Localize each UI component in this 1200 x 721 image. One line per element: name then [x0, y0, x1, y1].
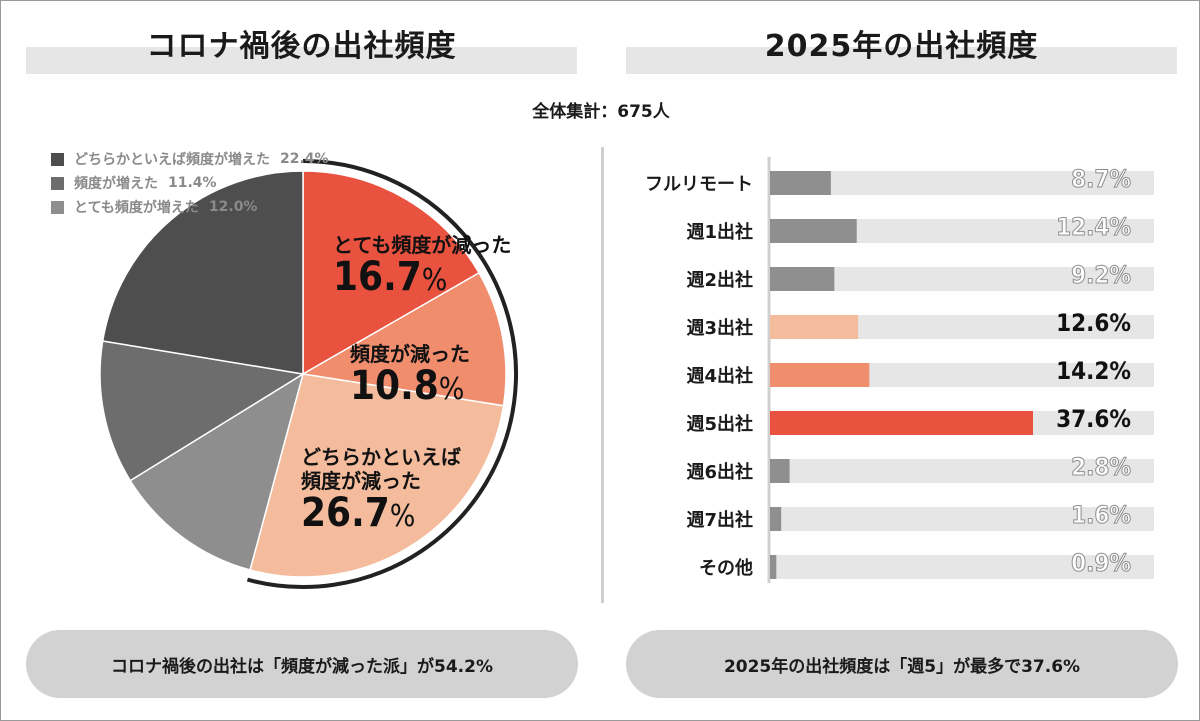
- legend-label: とても頻度が増えた: [74, 200, 199, 216]
- pie-callout-unit: %: [389, 499, 416, 534]
- legend-item: とても頻度が増えた 12.0%: [51, 195, 329, 219]
- right-summary-pill: 2025年の出社頻度は「週5」が最多で37.6%: [626, 630, 1178, 698]
- legend-swatch: [51, 200, 64, 214]
- pie-callout-name: どちらかといえば: [301, 445, 461, 469]
- pie-callout: とても頻度が減った 16.7%: [333, 233, 511, 301]
- bar-category-label: その他: [699, 558, 753, 579]
- legend-swatch: [51, 176, 64, 190]
- legend-item: 頻度が増えた 11.4%: [51, 171, 329, 195]
- right-title-bar: [626, 47, 1177, 74]
- pie-slice-2: [249, 373, 505, 578]
- bar-track: [770, 459, 1154, 483]
- total-respondents: 全体集計：675人: [532, 102, 670, 122]
- legend-value: 12.0%: [208, 199, 258, 215]
- pie-chart: [99, 159, 518, 589]
- pie-legend: どちらかといえば頻度が増えた 22.4% 頻度が増えた 11.4% とても頻度が増えた 1…: [51, 147, 329, 219]
- pie-slice-0: [302, 170, 481, 376]
- bar-category-label: 週4出社: [686, 366, 753, 387]
- bar-category-label: 週1出社: [686, 222, 753, 243]
- legend-item: どちらかといえば頻度が増えた 22.4%: [51, 147, 329, 171]
- legend-label: どちらかといえば頻度が増えた: [74, 152, 270, 168]
- pie-slice-3: [129, 372, 305, 571]
- bar-chart: [767, 157, 1154, 583]
- pie-callout-name: 頻度が減った: [350, 342, 470, 366]
- pie-callout: 頻度が減った 10.8%: [350, 342, 470, 410]
- bar-value-label: 8.7%: [1071, 165, 1132, 194]
- pie-callout-value: 16.7%: [333, 257, 511, 301]
- bar-value-label: 12.4%: [1056, 213, 1132, 242]
- pie-callout-number: 10.8: [350, 363, 439, 409]
- bar-category-label: 週7出社: [686, 510, 753, 531]
- legend-value: 22.4%: [280, 151, 329, 167]
- bar-value-label: 14.2%: [1056, 357, 1131, 385]
- bar-2: [770, 267, 835, 291]
- bar-value-label: 12.6%: [1056, 309, 1131, 337]
- bar-track: [770, 171, 1154, 195]
- bar-3: [770, 315, 859, 339]
- pie-callout-number: 26.7: [301, 490, 390, 536]
- bar-track: [770, 507, 1154, 531]
- bar-6: [770, 459, 790, 483]
- bar-value-label: 2.8%: [1071, 453, 1132, 482]
- pie-slice-5: [101, 170, 304, 375]
- pie-callout-unit: %: [438, 372, 465, 407]
- panel-divider: [601, 147, 604, 603]
- left-panel-title: コロナ禍後の出社頻度: [146, 29, 457, 64]
- bar-5: [770, 411, 1033, 435]
- decrease-group-arc: [246, 159, 518, 589]
- pie-callout-name: 頻度が減った: [301, 469, 421, 493]
- pie-callout: どちらかといえば 頻度が減った 26.7%: [301, 445, 461, 537]
- bar-category-label: フルリモート: [645, 174, 753, 195]
- pie-callout-number: 16.7: [333, 254, 422, 300]
- bar-1: [770, 219, 857, 243]
- bar-value-label: 37.6%: [1056, 405, 1131, 433]
- pie-callout-unit: %: [421, 263, 448, 298]
- bar-7: [770, 507, 782, 531]
- legend-label: 頻度が増えた: [74, 176, 158, 192]
- pie-slice-1: [300, 271, 507, 407]
- bar-category-label: 週6出社: [686, 462, 753, 483]
- bar-value-label: 1.6%: [1071, 501, 1132, 530]
- bar-category-label: 週3出社: [686, 318, 753, 339]
- bar-value-label: 9.2%: [1071, 261, 1132, 290]
- bar-track: [770, 555, 1154, 579]
- left-title-bar: [26, 47, 577, 74]
- bar-category-label: 週5出社: [686, 414, 753, 435]
- pie-callout-name: とても頻度が減った: [333, 233, 512, 257]
- bar-8: [770, 555, 777, 579]
- bar-value-label: 0.9%: [1071, 549, 1132, 578]
- legend-swatch: [51, 152, 64, 166]
- bar-4: [770, 363, 870, 387]
- pie-slice-4: [99, 340, 306, 482]
- legend-value: 11.4%: [168, 175, 217, 191]
- pie-callout-value: 10.8%: [350, 366, 470, 410]
- bar-category-label: 週2出社: [686, 270, 753, 291]
- left-summary-pill: コロナ禍後の出社は「頻度が減った派」が54.2%: [26, 630, 578, 698]
- bar-0: [770, 171, 831, 195]
- pie-callout-value: 26.7%: [301, 493, 461, 537]
- right-panel-title: 2025年の出社頻度: [764, 29, 1039, 64]
